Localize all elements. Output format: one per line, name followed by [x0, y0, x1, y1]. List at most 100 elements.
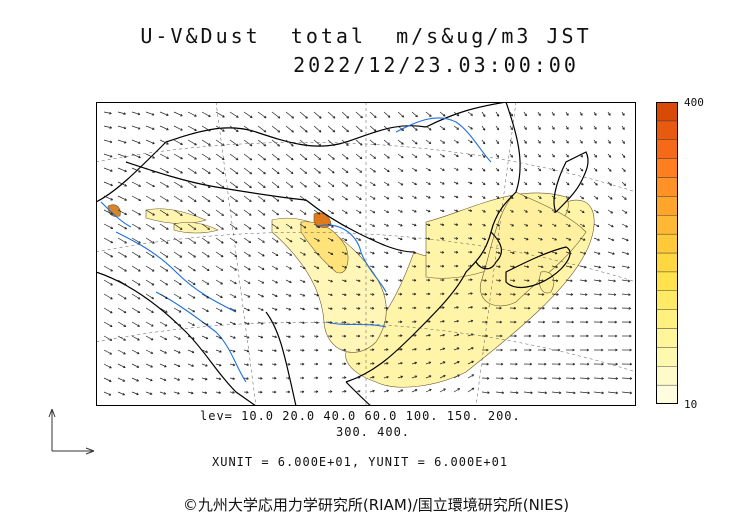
wind-arrow	[145, 223, 155, 230]
wind-arrow	[593, 265, 601, 268]
wind-arrow-head	[511, 210, 514, 213]
wind-arrow-head	[609, 183, 612, 186]
wind-arrow	[327, 251, 334, 255]
wind-arrow	[103, 125, 112, 129]
coastline-layer	[96, 102, 589, 406]
wind-arrow	[131, 363, 140, 368]
wind-arrow-head	[179, 255, 183, 258]
colorbar-cell	[656, 177, 678, 197]
wind-arrow-head	[124, 269, 127, 272]
wind-arrow-head	[498, 279, 501, 282]
wind-arrow-head	[413, 306, 417, 310]
wind-arrow	[439, 307, 445, 309]
wind-arrow-head	[484, 279, 487, 282]
wind-arrow-head	[178, 323, 182, 327]
wind-arrow-head	[151, 310, 154, 313]
wind-arrow-head	[456, 333, 460, 337]
wind-arrow	[271, 223, 279, 229]
wind-arrow	[537, 391, 547, 394]
wind-arrow	[159, 223, 169, 230]
wind-arrow	[159, 307, 168, 313]
wind-arrow	[131, 125, 141, 130]
wind-arrow	[579, 209, 585, 213]
wind-arrow	[369, 390, 375, 393]
wind-arrow-head	[470, 333, 474, 337]
wind-arrow-head	[178, 337, 181, 340]
wind-arrow-head	[235, 199, 238, 203]
wind-arrow	[551, 279, 559, 282]
wind-arrow	[439, 125, 446, 131]
wind-arrow-head	[542, 306, 545, 310]
wind-arrow	[285, 195, 293, 202]
wind-arrow	[215, 139, 225, 146]
wind-arrow-head	[611, 238, 615, 242]
wind-arrow-head	[191, 391, 194, 395]
wind-arrow	[509, 391, 519, 394]
wind-arrow	[313, 223, 320, 228]
wind-arrow-head	[612, 252, 615, 255]
wind-arrow-head	[330, 307, 333, 310]
wind-arrow	[341, 139, 349, 146]
wind-arrow-head	[486, 362, 489, 366]
wind-arrow-head	[599, 306, 603, 310]
wind-arrow-head	[218, 363, 222, 367]
wind-arrow-head	[442, 127, 446, 131]
wind-arrow-head	[586, 348, 589, 352]
wind-arrow-head	[109, 310, 113, 314]
wind-arrow	[131, 293, 141, 300]
wind-arrow-head	[291, 129, 294, 133]
wind-arrow	[327, 125, 336, 133]
wind-arrow-head	[302, 321, 305, 325]
wind-arrow	[565, 377, 576, 379]
wind-arrow-head	[413, 251, 417, 254]
wind-arrow-head	[400, 210, 403, 213]
wind-arrow	[117, 209, 127, 215]
wind-arrow	[201, 279, 210, 285]
wind-arrow	[299, 237, 306, 242]
wind-arrow	[215, 307, 223, 312]
wind-arrow-head	[152, 198, 155, 202]
wind-arrow-head	[515, 362, 518, 366]
colorbar-cell	[656, 139, 678, 159]
wind-arrow-head	[599, 293, 602, 296]
wind-arrow-head	[629, 377, 633, 380]
wind-arrow	[257, 223, 265, 230]
wind-arrow-head	[626, 238, 629, 242]
wind-arrow	[145, 391, 153, 395]
wind-arrow	[145, 265, 155, 272]
wind-arrow	[159, 335, 167, 340]
wind-arrow-head	[193, 268, 196, 272]
colorbar-cell	[656, 328, 678, 348]
wind-arrow-head	[109, 324, 113, 328]
wind-arrow	[243, 181, 252, 189]
wind-arrow	[187, 349, 195, 353]
wind-arrow	[411, 389, 418, 393]
wind-arrow-head	[470, 292, 473, 295]
wind-arrow-head	[110, 169, 113, 172]
wind-arrow-head	[615, 362, 618, 366]
wind-arrow-head	[596, 224, 600, 228]
wind-arrow	[453, 111, 460, 117]
wind-arrow-head	[152, 213, 155, 216]
wind-arrow	[271, 279, 278, 284]
wind-arrow-head	[572, 362, 575, 366]
wind-arrow-head	[290, 212, 293, 216]
wind-arrow-head	[249, 157, 253, 161]
wind-arrow-head	[483, 237, 487, 241]
wind-arrow	[607, 195, 613, 200]
wind-arrow	[145, 111, 155, 116]
wind-arrow	[131, 251, 141, 258]
wind-arrow	[229, 209, 238, 216]
wind-arrow	[173, 195, 183, 202]
wind-arrow-head	[571, 306, 574, 310]
wind-arrow	[509, 251, 515, 254]
wind-arrow	[537, 279, 544, 282]
wind-arrow-head	[385, 306, 389, 310]
wind-arrow	[159, 321, 168, 327]
wind-arrow-head	[428, 195, 431, 199]
wind-arrow-head	[514, 348, 518, 352]
wind-arrow-head	[371, 279, 375, 282]
wind-arrow-head	[357, 307, 361, 310]
wind-arrow-head	[558, 348, 561, 352]
wind-arrow-head	[332, 143, 335, 147]
